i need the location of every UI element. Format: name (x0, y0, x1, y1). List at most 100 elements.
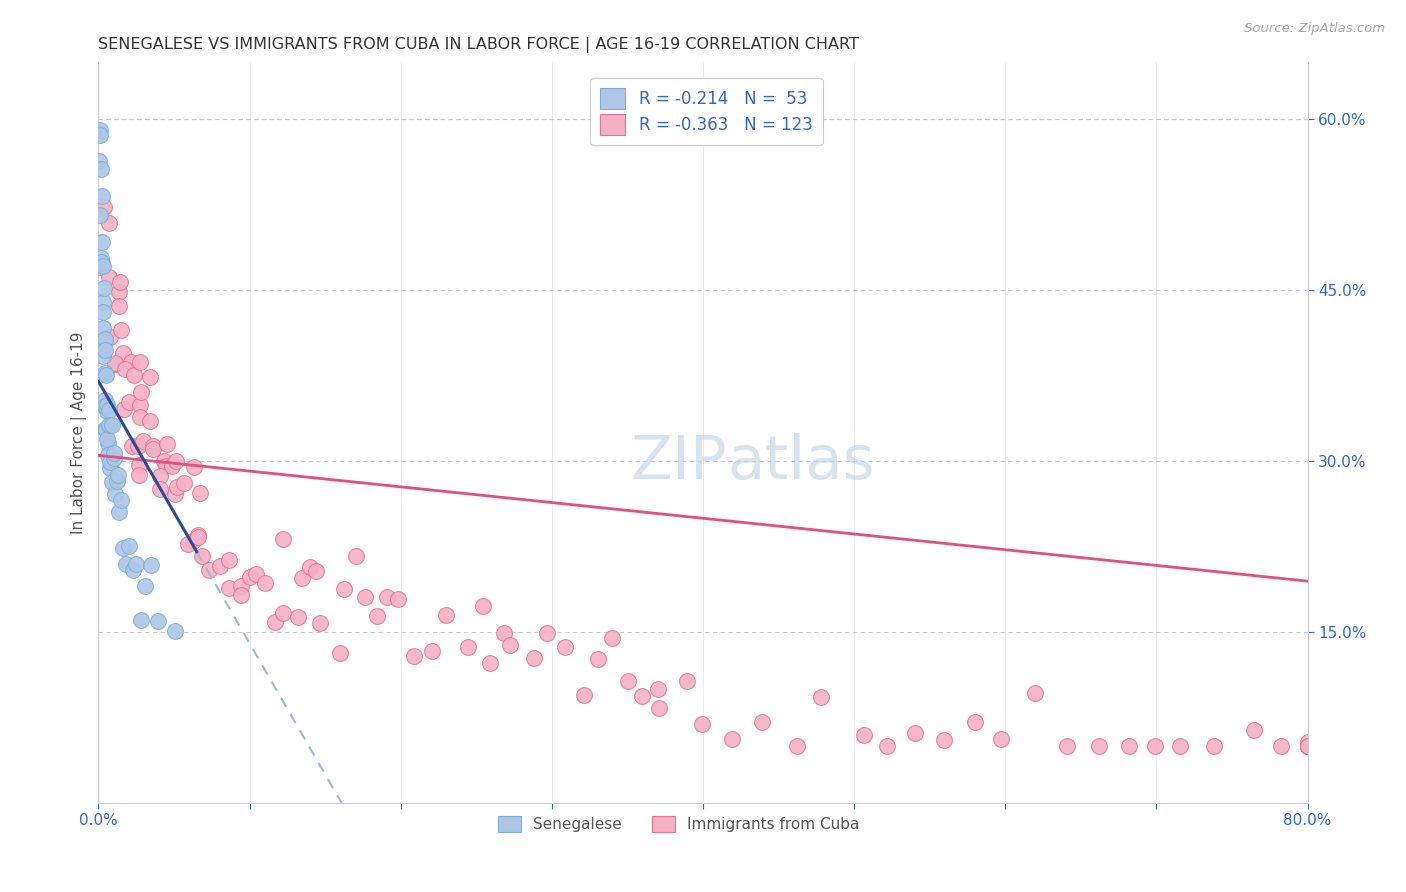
Point (536, 625, 558, 640)
Point (165, 487, 187, 501)
Point (112, 402, 135, 417)
Point (1296, 739, 1319, 753)
Point (1296, 739, 1319, 753)
Point (96, 404, 118, 418)
Point (720, 731, 742, 746)
Point (166, 480, 188, 494)
Point (90, 256, 112, 270)
Point (148, 614, 170, 628)
Point (98, 216, 121, 230)
Point (218, 581, 240, 595)
Point (1202, 739, 1225, 753)
Y-axis label: In Labor Force | Age 16-19: In Labor Force | Age 16-19 (72, 331, 87, 534)
Point (1118, 739, 1140, 753)
Point (572, 688, 595, 702)
Point (91, 321, 114, 335)
Point (89, 128, 111, 143)
Point (117, 539, 139, 553)
Point (305, 564, 328, 578)
Legend: Senegalese, Immigrants from Cuba: Senegalese, Immigrants from Cuba (491, 808, 868, 839)
Point (1296, 739, 1319, 753)
Point (108, 285, 131, 300)
Point (114, 557, 136, 571)
Point (134, 579, 156, 593)
Point (1144, 739, 1167, 753)
Point (387, 591, 409, 606)
Point (94, 332, 117, 346)
Point (329, 646, 352, 660)
Point (129, 410, 152, 425)
Text: ZIP: ZIP (630, 433, 727, 491)
Point (142, 439, 165, 453)
Point (1270, 739, 1292, 753)
Point (932, 733, 955, 747)
Point (98, 461, 121, 475)
Point (299, 560, 322, 574)
Point (291, 572, 314, 586)
Point (366, 609, 388, 624)
Point (344, 549, 367, 563)
Point (239, 570, 262, 584)
Point (1087, 739, 1109, 753)
Point (1296, 739, 1319, 753)
Point (89, 208, 111, 222)
Point (90, 255, 112, 269)
Point (478, 657, 501, 671)
Point (90, 162, 112, 177)
Point (309, 615, 332, 630)
Point (108, 300, 131, 314)
Point (105, 474, 128, 488)
Point (91, 294, 114, 309)
Point (990, 731, 1012, 746)
Point (191, 549, 214, 563)
Point (96, 432, 118, 446)
Point (93, 200, 115, 214)
Point (523, 651, 546, 665)
Point (231, 589, 253, 603)
Point (163, 624, 186, 639)
Point (129, 613, 152, 627)
Point (89, 123, 111, 137)
Point (101, 418, 124, 433)
Point (127, 439, 149, 453)
Point (94, 423, 117, 437)
Point (197, 563, 219, 577)
Point (1168, 739, 1191, 753)
Point (107, 505, 129, 519)
Point (853, 728, 876, 742)
Point (675, 673, 697, 688)
Point (108, 275, 131, 289)
Point (903, 726, 925, 740)
Text: atlas: atlas (727, 433, 875, 491)
Point (420, 644, 443, 658)
Point (457, 640, 479, 655)
Point (128, 398, 150, 412)
Point (173, 476, 195, 491)
Point (96, 399, 118, 413)
Point (436, 607, 458, 622)
Point (97, 417, 120, 432)
Point (1296, 739, 1319, 753)
Point (114, 362, 136, 376)
Point (155, 458, 177, 473)
Point (264, 615, 287, 629)
Point (181, 534, 204, 549)
Point (183, 459, 205, 474)
Point (110, 323, 132, 337)
Point (333, 582, 356, 597)
Point (492, 626, 515, 640)
Point (617, 674, 640, 689)
Point (162, 458, 184, 473)
Point (101, 475, 124, 489)
Point (111, 541, 134, 555)
Point (177, 537, 200, 551)
Point (142, 442, 165, 456)
Point (499, 638, 522, 652)
Point (103, 451, 125, 466)
Point (128, 458, 150, 473)
Point (111, 345, 134, 359)
Point (600, 632, 623, 646)
Point (287, 610, 309, 624)
Point (245, 566, 267, 581)
Point (94, 422, 117, 436)
